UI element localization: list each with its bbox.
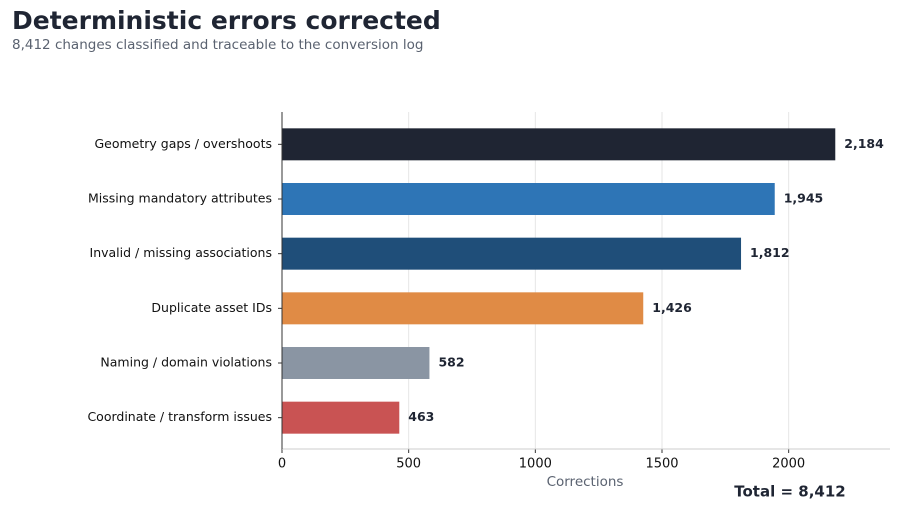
value-label: 1,812	[750, 245, 790, 260]
y-tick-label: Geometry gaps / overshoots	[94, 136, 272, 151]
value-label: 582	[438, 355, 464, 370]
value-label: 2,184	[844, 136, 884, 151]
chart-title: Deterministic errors corrected	[12, 6, 441, 35]
y-tick-label: Naming / domain violations	[100, 355, 272, 370]
y-tick-label: Coordinate / transform issues	[87, 409, 272, 424]
chart-subtitle: 8,412 changes classified and traceable t…	[12, 37, 423, 53]
bar	[282, 183, 775, 215]
value-label: 1,426	[652, 300, 692, 315]
y-tick-label: Missing mandatory attributes	[88, 191, 272, 206]
bar	[282, 128, 836, 161]
x-tick-label: 0	[278, 457, 286, 472]
x-tick-label: 2000	[772, 457, 805, 472]
bar	[282, 401, 400, 434]
y-tick-label: Invalid / missing associations	[90, 245, 272, 260]
bar	[282, 347, 430, 379]
y-tick-label: Duplicate asset IDs	[151, 300, 272, 315]
x-tick-label: 1000	[519, 457, 552, 472]
bar	[282, 237, 742, 270]
total-annotation: Total = 8,412	[734, 483, 845, 501]
value-label: 1,945	[784, 191, 824, 206]
x-axis-label: Corrections	[547, 474, 624, 490]
value-label: 463	[408, 409, 434, 424]
bar	[282, 292, 644, 325]
x-tick-label: 500	[396, 457, 421, 472]
x-tick-label: 1500	[645, 457, 678, 472]
